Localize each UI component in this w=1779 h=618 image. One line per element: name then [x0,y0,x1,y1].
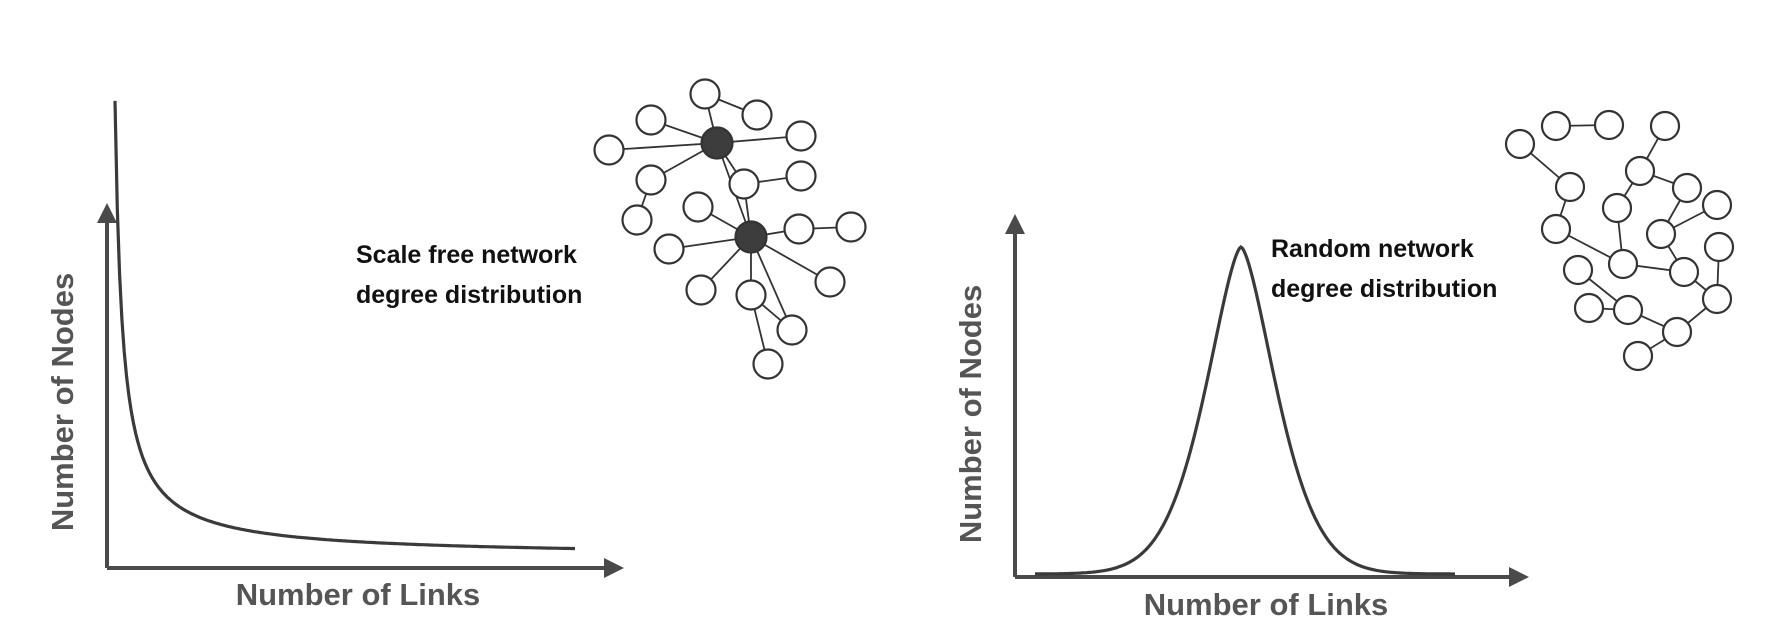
random-network-diagram [1504,109,1735,372]
scale-free-network-node [621,204,653,236]
random-network-node [1554,171,1586,203]
scale-free-network-node [635,164,667,196]
scale-free-caption-line2: degree distribution [356,281,582,309]
random-network-node [1703,231,1735,263]
random-panel: Number of Nodes Number of Links Random n… [953,109,1735,618]
scale-free-network-node [785,120,817,152]
random-network-node [1607,248,1639,280]
random-network-node [1671,172,1703,204]
scale-free-panel: Number of Nodes Number of Links Scale fr… [45,78,867,612]
scale-free-network-node [814,266,846,298]
scale-free-network-node [685,274,717,306]
scale-free-network-node [752,348,784,380]
random-network-node [1593,109,1625,141]
scale-free-network-hub-node [700,126,734,160]
random-network-node [1573,292,1605,324]
scale-free-network-node [728,168,760,200]
random-network-node [1540,110,1572,142]
scale-free-network-node [635,104,667,136]
scale-free-power-law-curve [113,100,576,551]
scale-free-network-node [653,233,685,265]
random-y-axis-label: Number of Nodes [953,285,988,543]
scale-free-network-node [783,213,815,245]
random-network-node [1661,316,1693,348]
scale-free-network-node [776,314,808,346]
random-x-axis-label: Number of Links [1144,587,1389,618]
scale-free-network-node [835,211,867,243]
scale-free-caption-line1: Scale free network [356,241,577,269]
scale-free-network-node [735,279,767,311]
random-network-node [1540,213,1572,245]
random-caption-line2: degree distribution [1271,275,1497,303]
scale-free-network-diagram [593,78,867,380]
random-network-node [1645,218,1677,250]
scale-free-network-node [785,160,817,192]
scale-free-network-node [593,134,625,166]
scale-free-network-node [682,191,714,223]
scale-free-y-axis-label: Number of Nodes [45,273,80,531]
scale-free-network-edge [608,142,718,151]
random-bell-curve [1035,245,1455,576]
random-network-node [1649,110,1681,142]
random-network-node [1601,192,1633,224]
scale-free-network-hub-node [734,220,768,254]
random-network-node [1701,189,1733,221]
scale-free-network-node [741,99,773,131]
random-network-node [1504,128,1536,160]
scale-free-network-edge [750,236,793,331]
random-network-node [1668,256,1700,288]
scale-free-network-node [689,78,721,110]
random-network-node [1562,254,1594,286]
random-caption-line1: Random network [1271,235,1474,263]
random-network-node [1622,340,1654,372]
scale-free-x-axis-label: Number of Links [236,577,481,612]
random-network-node [1701,283,1733,315]
random-network-node [1612,294,1644,326]
random-network-node [1624,155,1656,187]
